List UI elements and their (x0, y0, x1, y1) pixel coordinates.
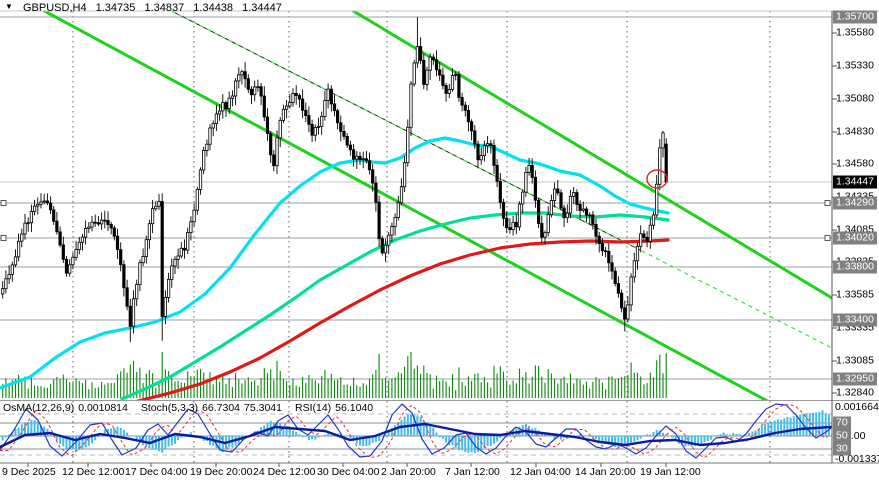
horizontal-level-lines[interactable] (0, 16, 832, 380)
osma-histogram (1, 410, 830, 453)
osma-label: OsMA(12,26,9) (3, 402, 75, 414)
stoch-main-line (0, 403, 832, 459)
symbol-dropdown-icon[interactable]: ▼ (5, 2, 13, 11)
symbol-timeframe-label: GBPUSD,H4 (22, 2, 87, 14)
rsi-line (0, 422, 832, 449)
indicator-legend: OsMA(12,26,9) 0.0010814 Stoch(5,3,3) 66.730… (3, 402, 377, 414)
ma-slow-red (0, 136, 670, 400)
osma-value: 0.0010814 (78, 402, 128, 414)
dashed-trendline[interactable] (150, 0, 832, 349)
channel-lines[interactable] (24, 0, 832, 417)
ohlc-open-value: 1.34735 (95, 2, 136, 14)
rsi-label: RSI(14) (294, 402, 332, 414)
chart-title-bar: ▼ GBPUSD,H4 1.34735 1.34837 1.34438 1.34… (5, 2, 288, 14)
candlesticks (1, 17, 668, 342)
period-separators (72, 11, 771, 463)
ohlc-high-value: 1.34837 (144, 2, 185, 14)
ohlc-low-value: 1.34438 (193, 2, 234, 14)
oscillator-level-lines (0, 413, 832, 456)
breakout-circle-annotation (646, 169, 668, 189)
rsi-value: 56.1040 (335, 402, 374, 414)
stoch-k-value: 66.7304 (202, 402, 241, 414)
stoch-label: Stoch(5,3,3) (140, 402, 199, 414)
stoch-d-value: 75.3041 (244, 402, 282, 414)
ohlc-close-value: 1.34447 (242, 2, 282, 14)
line-selection-handles[interactable] (0, 200, 831, 241)
volume-bars (2, 352, 667, 398)
axis-borders-ticks (0, 10, 879, 467)
